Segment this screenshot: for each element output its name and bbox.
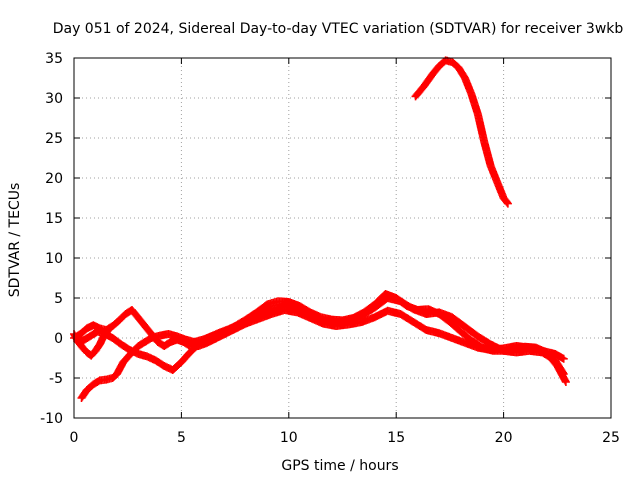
y-axis-label: SDTVAR / TECUs — [7, 183, 23, 298]
y-tick-label: -10 — [40, 411, 63, 427]
y-tick-label: 0 — [54, 331, 63, 347]
data-point — [104, 326, 113, 334]
data-point — [559, 354, 568, 363]
x-tick-label: 5 — [177, 430, 186, 446]
grid — [74, 58, 611, 418]
y-tick-label: 25 — [45, 131, 63, 147]
y-tick-labels: -10 -5 0 5 10 15 20 25 30 35 — [40, 51, 63, 427]
data-point — [559, 370, 568, 378]
data-point — [561, 378, 570, 386]
y-tick-label: 35 — [45, 51, 63, 67]
chart-title: Day 051 of 2024, Sidereal Day-to-day VTE… — [53, 21, 624, 37]
x-tick-label: 0 — [70, 430, 79, 446]
data-point — [503, 198, 512, 207]
x-tick-labels: 0 5 10 15 20 25 — [70, 430, 620, 446]
y-tick-label: 5 — [54, 291, 63, 307]
y-tick-label: 10 — [45, 251, 63, 267]
y-tick-label: 15 — [45, 211, 63, 227]
x-tick-label: 20 — [495, 430, 513, 446]
series-track-5 — [411, 56, 512, 208]
data-point — [103, 327, 112, 336]
plot-frame — [73, 57, 612, 419]
x-tick-label: 10 — [280, 430, 298, 446]
x-tick-label: 25 — [602, 430, 620, 446]
x-axis-label: GPS time / hours — [281, 458, 398, 474]
data-point — [503, 199, 512, 208]
y-tick-label: 20 — [45, 171, 63, 187]
x-tick-label: 15 — [387, 430, 405, 446]
y-tick-label: 30 — [45, 91, 63, 107]
data-points — [70, 56, 570, 402]
y-tick-label: -5 — [49, 371, 63, 387]
